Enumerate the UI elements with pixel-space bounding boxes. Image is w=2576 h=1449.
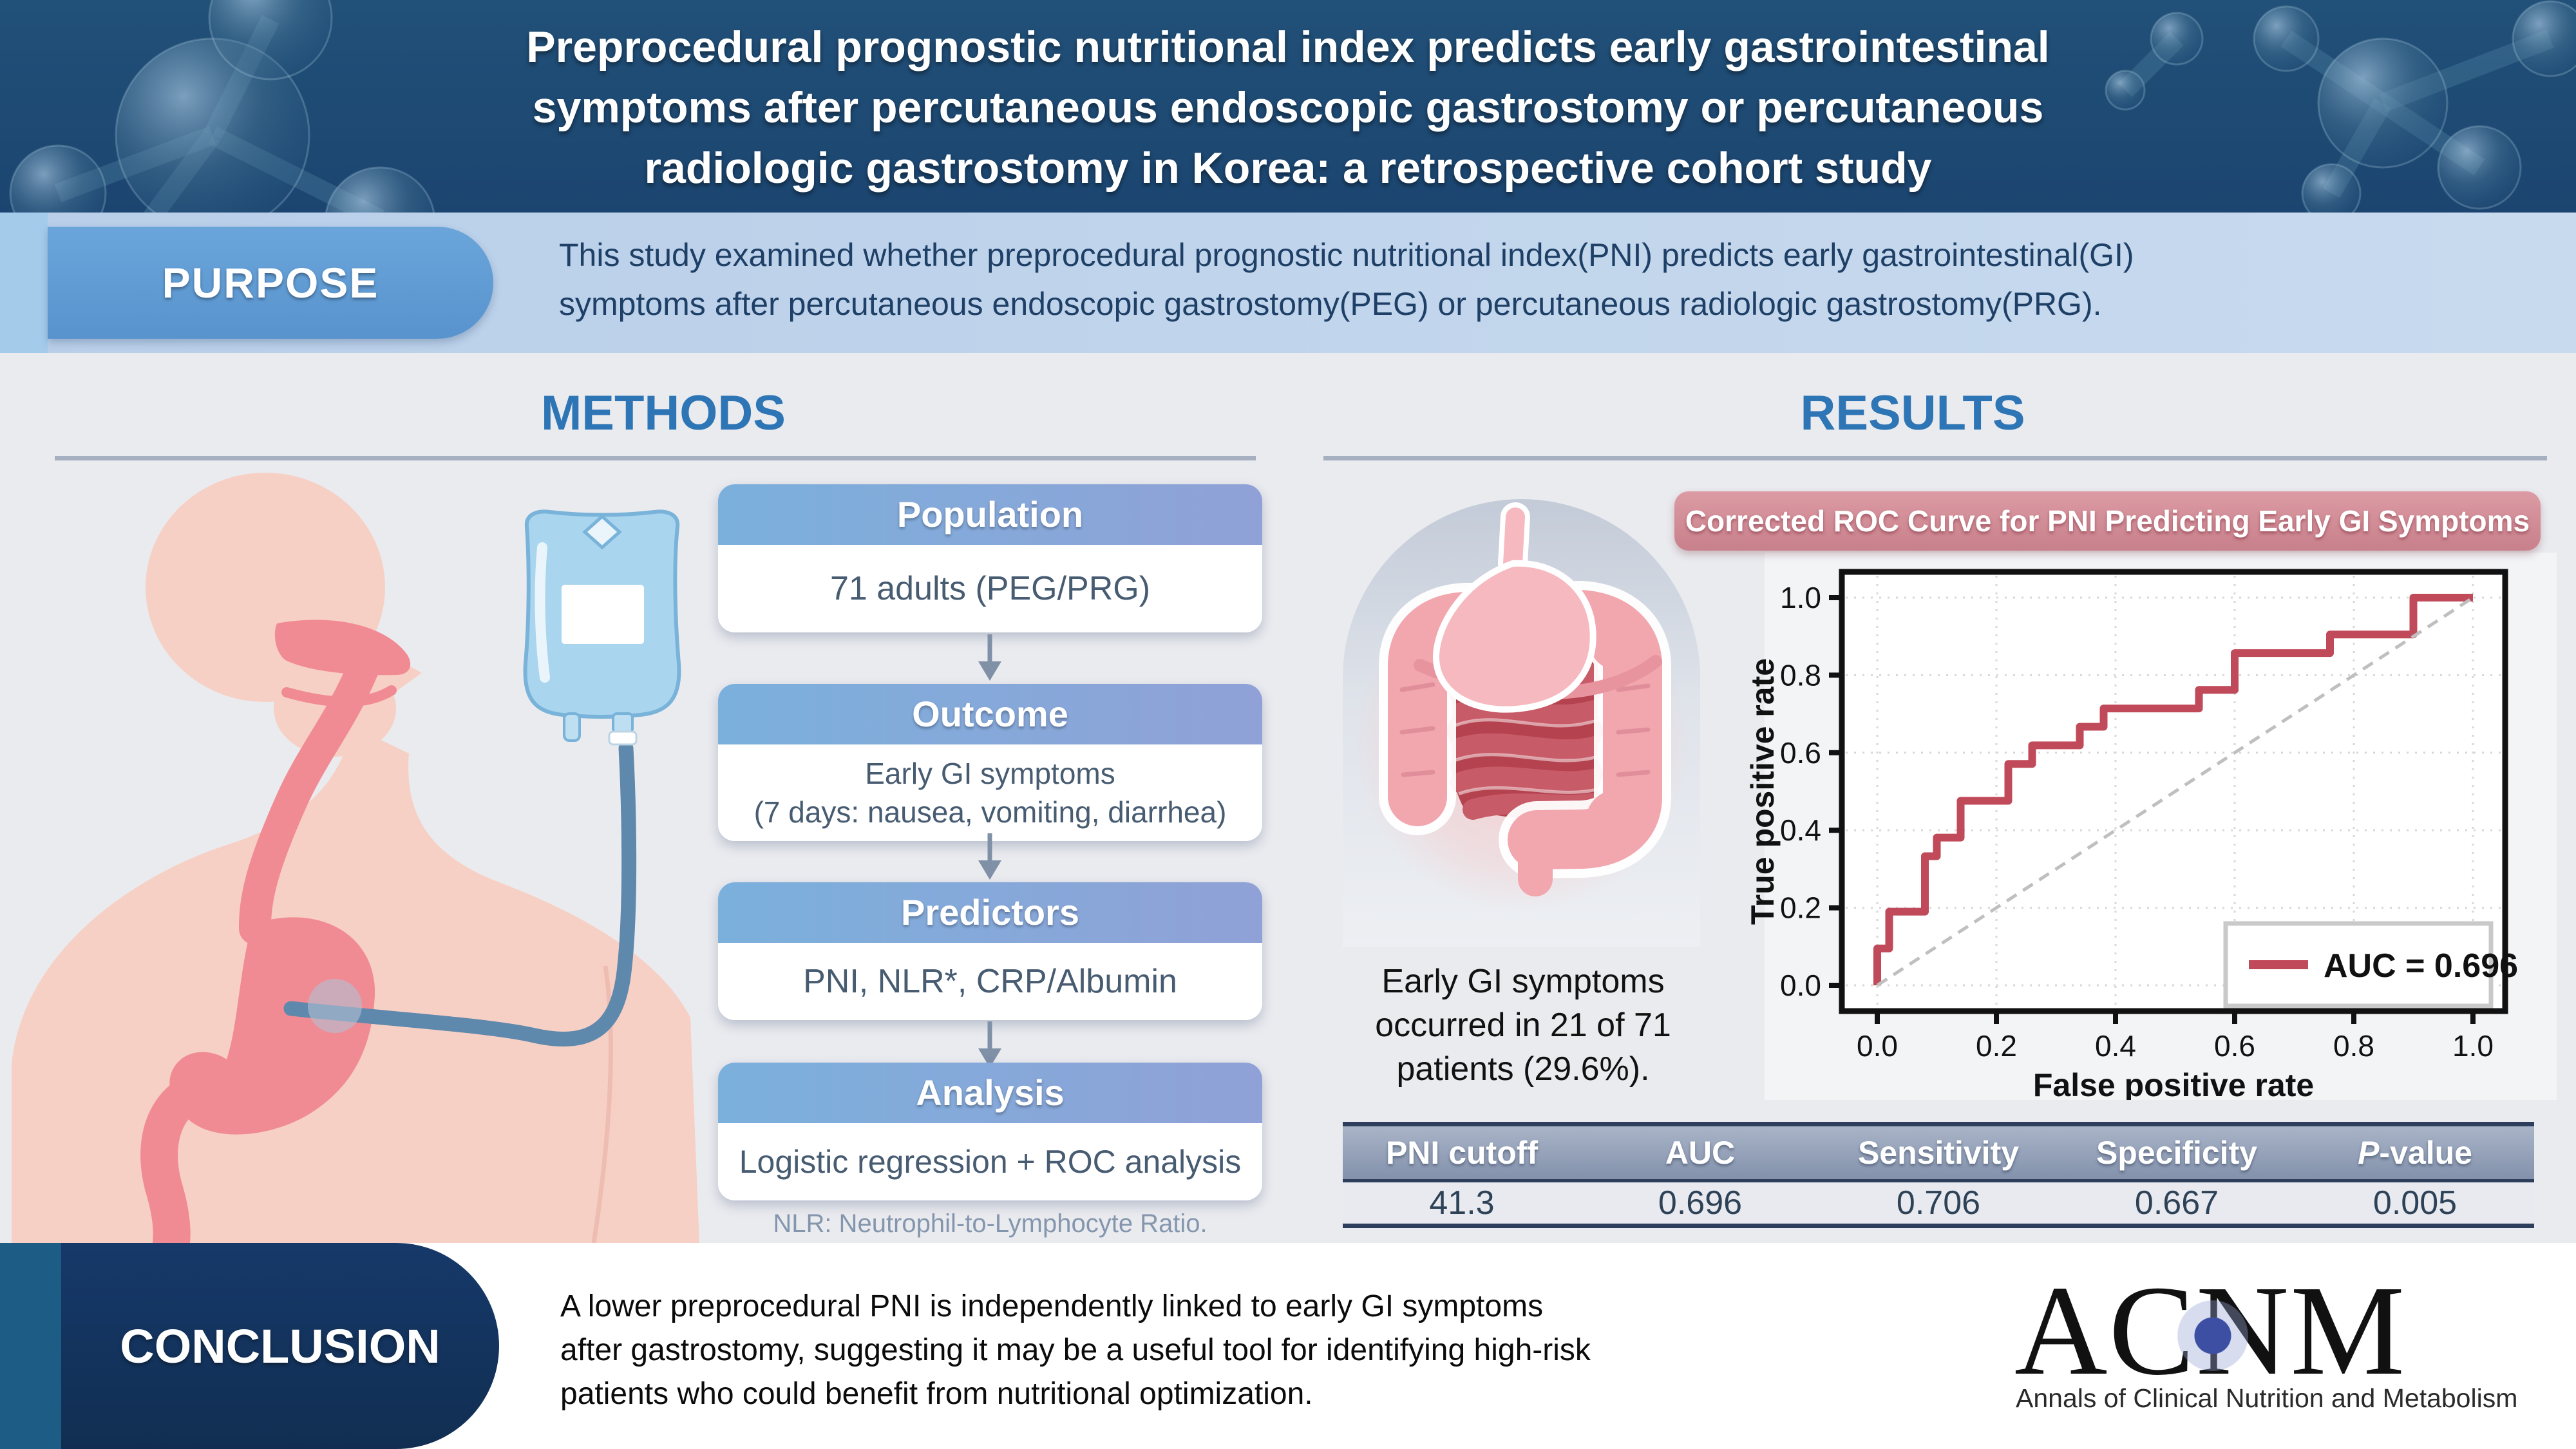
page-title: Preprocedural prognostic nutritional ind… bbox=[526, 23, 2050, 193]
down-arrow-icon bbox=[978, 634, 1001, 681]
svg-text:0.6: 0.6 bbox=[1780, 736, 1821, 770]
flow-box-body: Early GI symptoms (7 days: nausea, vomit… bbox=[718, 744, 1262, 841]
table-header-cell: P-value bbox=[2358, 1135, 2472, 1171]
stomach-intestines-illustration bbox=[1354, 502, 1689, 911]
purpose-label: PURPOSE bbox=[48, 227, 493, 339]
acnm-logo: ACNM bbox=[2014, 1264, 2568, 1399]
svg-text:0.6: 0.6 bbox=[2214, 1029, 2255, 1063]
svg-text:0.2: 0.2 bbox=[1976, 1029, 2017, 1063]
table-header-cell: AUC bbox=[1665, 1135, 1736, 1171]
molecule-decoration bbox=[9, 0, 2576, 213]
flow-box-header: Outcome bbox=[718, 684, 1262, 744]
flow-box-analysis: Analysis Logistic regression + ROC analy… bbox=[718, 1063, 1262, 1200]
table-cell: 0.667 bbox=[2134, 1184, 2219, 1222]
down-arrow-icon bbox=[978, 1021, 1001, 1068]
roc-metrics-table: PNI cutoff AUC Sensitivity Specificity P… bbox=[1343, 1122, 2534, 1228]
table-header-cell: PNI cutoff bbox=[1385, 1135, 1539, 1171]
table-header-row: PNI cutoff AUC Sensitivity Specificity P… bbox=[1343, 1126, 2534, 1182]
roc-chart: 0.0 0.2 0.4 0.6 0.8 1.0 0.0 0.2 0.4 0.6 0.8 1.0 Fals… bbox=[1745, 553, 2557, 1100]
methods-heading: METHODS bbox=[541, 386, 786, 440]
nlr-footnote: NLR: Neutrophil-to-Lymphocyte Ratio. bbox=[773, 1209, 1208, 1238]
svg-text:0.0: 0.0 bbox=[1780, 969, 1821, 1002]
methods-divider bbox=[55, 456, 1256, 460]
purpose-left-strip bbox=[0, 213, 48, 353]
results-divider bbox=[1323, 456, 2547, 460]
flow-box-header: Predictors bbox=[718, 882, 1262, 943]
results-heading: RESULTS bbox=[1800, 386, 2025, 440]
table-cell: 0.005 bbox=[2372, 1184, 2458, 1222]
svg-text:0.4: 0.4 bbox=[1780, 813, 1821, 847]
logo-dot-icon bbox=[2173, 1296, 2253, 1376]
svg-text:0.8: 0.8 bbox=[1780, 658, 1821, 692]
flow-box-header: Analysis bbox=[718, 1063, 1262, 1123]
table-cell: 0.706 bbox=[1896, 1184, 1981, 1222]
svg-text:1.0: 1.0 bbox=[2452, 1029, 2494, 1063]
flow-box-predictors: Predictors PNI, NLR*, CRP/Albumin bbox=[718, 882, 1262, 1020]
svg-text:0.0: 0.0 bbox=[1857, 1029, 1898, 1063]
flow-box-population: Population 71 adults (PEG/PRG) bbox=[718, 484, 1262, 632]
table-cell: 41.3 bbox=[1429, 1184, 1495, 1222]
conclusion-text: A lower preprocedural PNI is independent… bbox=[560, 1289, 1591, 1411]
feeding-bag-icon bbox=[523, 509, 681, 746]
purpose-text: This study examined whether preprocedura… bbox=[559, 237, 2134, 322]
svg-text:0.8: 0.8 bbox=[2333, 1029, 2374, 1063]
conclusion-left-strip bbox=[0, 1243, 61, 1449]
roc-chart-banner: Corrected ROC Curve for PNI Predicting E… bbox=[1674, 491, 2541, 551]
svg-text:True positive rate: True positive rate bbox=[1745, 658, 1781, 925]
flow-box-body: PNI, NLR*, CRP/Albumin bbox=[718, 943, 1262, 1020]
svg-text:0.2: 0.2 bbox=[1780, 891, 1821, 925]
svg-text:1.0: 1.0 bbox=[1780, 581, 1821, 614]
flow-box-body: 71 adults (PEG/PRG) bbox=[718, 545, 1262, 632]
results-note: Early GI symptoms occurred in 21 of 71 p… bbox=[1375, 963, 1671, 1088]
flow-box-body: Logistic regression + ROC analysis bbox=[718, 1123, 1262, 1200]
conclusion-label: CONCLUSION bbox=[61, 1243, 499, 1449]
flow-box-outcome: Outcome Early GI symptoms (7 days: nause… bbox=[718, 684, 1262, 841]
patient-feeding-tube-illustration bbox=[12, 473, 699, 1243]
down-arrow-icon bbox=[978, 833, 1001, 880]
title-banner: Preprocedural prognostic nutritional ind… bbox=[0, 0, 2576, 213]
table-header-cell: Sensitivity bbox=[1857, 1135, 2020, 1171]
svg-text:AUC = 0.696: AUC = 0.696 bbox=[2324, 947, 2518, 985]
journal-name: Annals of Clinical Nutrition and Metabol… bbox=[2016, 1383, 2518, 1413]
table-cell: 0.696 bbox=[1658, 1184, 1743, 1222]
table-row: 41.3 0.696 0.706 0.667 0.005 bbox=[1343, 1182, 2534, 1224]
svg-text:False positive rate: False positive rate bbox=[2033, 1067, 2314, 1100]
flow-box-header: Population bbox=[718, 484, 1262, 545]
table-header-cell: Specificity bbox=[2096, 1135, 2258, 1171]
svg-text:0.4: 0.4 bbox=[2095, 1029, 2136, 1063]
